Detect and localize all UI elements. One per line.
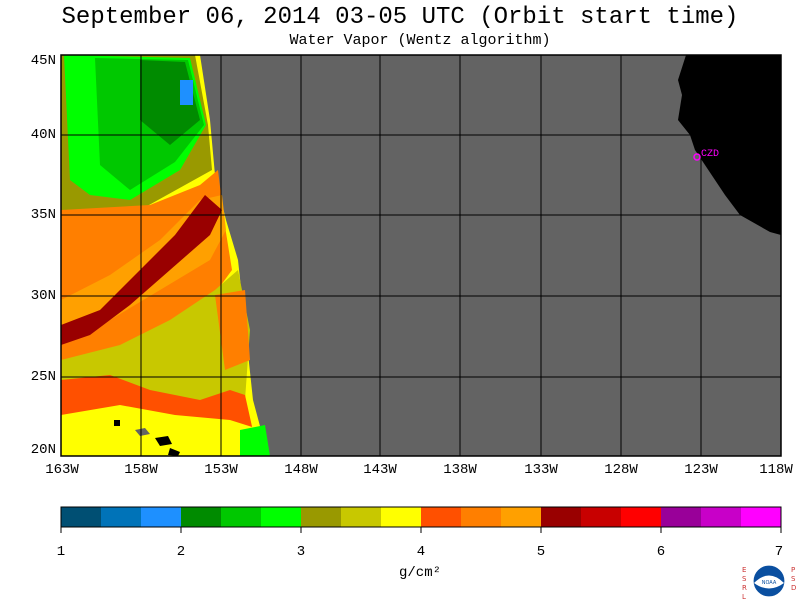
colorbar-tick-4: 4 (416, 544, 426, 560)
map-frame (60, 54, 782, 457)
colorbar-tick-6: 6 (656, 544, 666, 560)
colorbar-swatch-8 (341, 507, 382, 527)
swath-yellow-south (61, 405, 268, 456)
lat-label-40n: 40N (30, 127, 56, 143)
colorbar-swatch-2 (101, 507, 142, 527)
noaa-emblem-text: NOAA (762, 580, 777, 586)
swath-orange-east (215, 290, 250, 370)
colorbar-units: g/cm² (398, 565, 441, 581)
esrl-letter-r: R (742, 584, 747, 592)
station-label: CZD (701, 149, 719, 160)
lat-lon-grid: CZD (60, 54, 782, 457)
noaa-logo: E S R L NOAA P S D (742, 564, 796, 600)
colorbar-swatch-13 (541, 507, 582, 527)
colorbar-swatch-16 (661, 507, 702, 527)
colorbar-swatch-14 (581, 507, 622, 527)
colorbar-swatch-5 (221, 507, 262, 527)
lat-label-30n: 30N (30, 288, 56, 304)
lon-label-158w: 158W (124, 462, 158, 478)
lon-label-128w: 128W (604, 462, 638, 478)
colorbar-tick-5: 5 (536, 544, 546, 560)
island-3 (155, 436, 172, 446)
colorbar-swatch-4 (181, 507, 222, 527)
lat-label-35n: 35N (30, 207, 56, 223)
colorbar-tick-7: 7 (774, 544, 784, 560)
colorbar-swatch-3 (141, 507, 182, 527)
lat-label-20n: 20N (30, 442, 56, 458)
lon-label-148w: 148W (284, 462, 318, 478)
lon-label-133w: 133W (524, 462, 558, 478)
map-subtitle: Water Vapor (Wentz algorithm) (289, 32, 551, 49)
colorbar-swatch-10 (421, 507, 462, 527)
station-marker (693, 153, 701, 161)
colorbar-tick-1: 1 (56, 544, 66, 560)
map-title: September 06, 2014 03-05 UTC (Orbit star… (61, 4, 739, 31)
colorbar-tick-3: 3 (296, 544, 306, 560)
lat-label-45n: 45N (30, 53, 56, 69)
swath-blue-patch (180, 80, 193, 105)
noaa-gull (754, 575, 784, 589)
colorbar-swatch-11 (461, 507, 502, 527)
psd-letter-d: D (791, 584, 796, 592)
esrl-letter-s: S (742, 575, 747, 583)
colorbar-tick-2: 2 (176, 544, 186, 560)
swath-yellow-olive (61, 270, 250, 410)
lon-label-153w: 153W (204, 462, 238, 478)
land-california (678, 55, 781, 235)
psd-letter-s: S (791, 575, 796, 583)
esrl-letter-e: E (742, 566, 746, 574)
lat-label-25n: 25N (30, 369, 56, 385)
water-vapor-swath (61, 55, 781, 456)
colorbar-swatch-15 (621, 507, 662, 527)
island-1 (114, 420, 120, 426)
lon-label-118w: 118W (759, 462, 793, 478)
colorbar-swatch-17 (701, 507, 742, 527)
colorbar-swatch-9 (381, 507, 422, 527)
swath-green-south (240, 425, 270, 456)
island-2 (135, 428, 150, 436)
esrl-letter-l: L (742, 593, 746, 600)
lon-label-143w: 143W (363, 462, 397, 478)
lon-label-163w: 163W (45, 462, 79, 478)
colorbar-swatch-18 (741, 507, 782, 527)
colorbar-swatch-6 (261, 507, 302, 527)
colorbar (60, 506, 782, 533)
lon-label-123w: 123W (684, 462, 718, 478)
lon-label-138w: 138W (443, 462, 477, 478)
colorbar-swatch-1 (61, 507, 102, 527)
colorbar-swatch-7 (301, 507, 342, 527)
colorbar-swatch-12 (501, 507, 542, 527)
psd-letter-p: P (791, 566, 795, 574)
island-4 (168, 448, 180, 456)
